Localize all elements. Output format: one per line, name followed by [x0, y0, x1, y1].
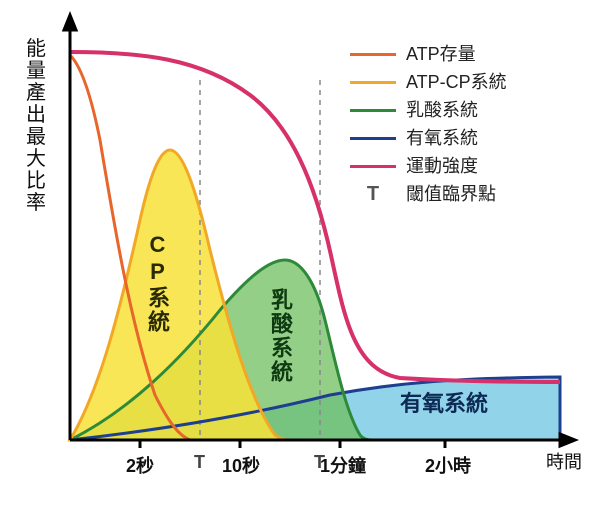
x-axis-label: 時間 [546, 448, 582, 474]
region-label-cp: CP系統 [145, 232, 169, 334]
tick-10s: 10秒 [222, 452, 260, 478]
tick-2s: 2秒 [126, 452, 154, 478]
legend-swatch-intensity [350, 165, 396, 168]
legend-label: 閾值臨界點 [406, 180, 496, 208]
legend-item-lactate: 乳酸系統 [350, 96, 507, 124]
legend-label: ATP-CP系統 [406, 68, 507, 96]
legend-item-threshold: T 閾值臨界點 [350, 180, 507, 208]
legend-swatch-atp [350, 53, 396, 56]
legend-item-cp: ATP-CP系統 [350, 68, 507, 96]
tick-1m: 1分鐘 [320, 452, 366, 478]
y-axis-arrow [64, 15, 76, 30]
y-axis-label: 能量產出最大比率 [24, 38, 48, 214]
legend-label: 運動強度 [406, 152, 478, 180]
legend-item-aerobic: 有氧系統 [350, 124, 507, 152]
legend-item-atp: ATP存量 [350, 40, 507, 68]
energy-systems-chart [0, 0, 600, 517]
legend-label: ATP存量 [406, 40, 476, 68]
legend-marker-t: T [350, 180, 396, 208]
legend-swatch-cp [350, 81, 396, 84]
region-label-lactate: 乳酸系統 [268, 288, 292, 384]
legend-item-intensity: 運動強度 [350, 152, 507, 180]
region-label-aerobic: 有氧系統 [400, 392, 488, 416]
tick-2h: 2小時 [425, 452, 471, 478]
threshold-marker-2: T [314, 452, 325, 473]
legend: ATP存量 ATP-CP系統 乳酸系統 有氧系統 運動強度 T 閾值臨界點 [350, 40, 507, 208]
legend-label: 有氧系統 [406, 124, 478, 152]
legend-swatch-aerobic [350, 137, 396, 140]
threshold-marker-1: T [194, 452, 205, 473]
legend-swatch-lactate [350, 109, 396, 112]
legend-label: 乳酸系統 [406, 96, 478, 124]
x-axis-arrow [560, 434, 575, 446]
